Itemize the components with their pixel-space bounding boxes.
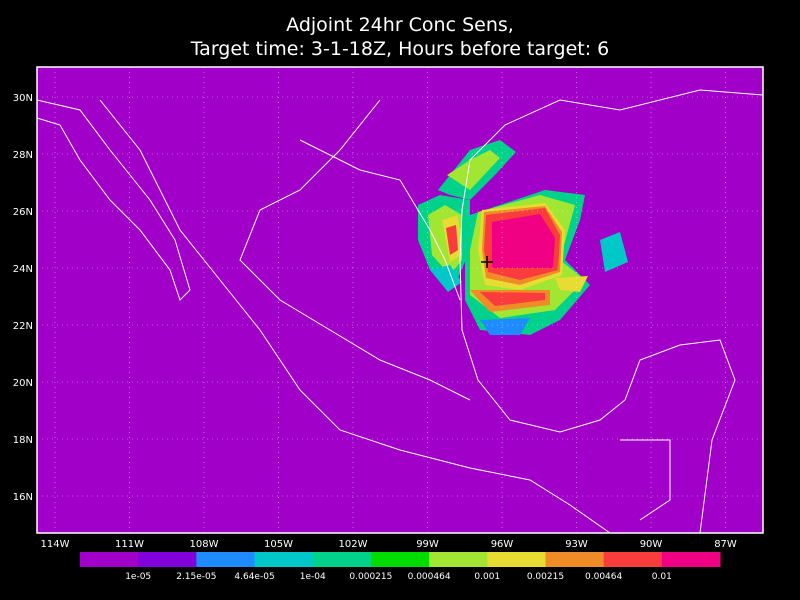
colorbar-label: 1e-05 <box>125 572 151 582</box>
colorbar-swatch <box>661 552 721 567</box>
title-line: Adjoint 24hr Conc Sens, <box>286 14 514 36</box>
title-line: Target time: 3-1-18Z, Hours before targe… <box>190 38 610 60</box>
coastlines <box>36 89 764 534</box>
graticule <box>37 67 763 533</box>
colorbar-swatch <box>138 552 197 567</box>
colorbar-swatch <box>429 552 488 567</box>
colorbar-label: 0.000215 <box>349 572 392 582</box>
colorbar-label: 0.01 <box>652 572 672 582</box>
lat-label: 26N <box>13 207 33 218</box>
lat-label: 30N <box>13 93 33 104</box>
colorbar-swatch <box>487 552 546 567</box>
lat-label: 24N <box>13 264 33 275</box>
lon-label: 102W <box>339 539 368 550</box>
lat-label: 16N <box>13 492 33 503</box>
colorbar-swatch <box>370 552 430 567</box>
colorbar-label: 4.64e-05 <box>234 572 274 582</box>
sensitivity-contours <box>418 140 628 335</box>
map-background <box>37 67 763 533</box>
lat-label: 22N <box>13 321 33 332</box>
colorbar: 1e-05 2.15e-05 4.64e-05 1e-04 0.000215 0.0004… <box>80 552 721 582</box>
colorbar-swatch <box>603 552 663 567</box>
colorbar-label: 0.00464 <box>585 572 622 582</box>
lon-label: 96W <box>491 539 514 550</box>
lon-label: 111W <box>115 539 144 550</box>
colorbar-label: 0.001 <box>474 572 500 582</box>
map-frame <box>36 66 764 534</box>
lon-label: 99W <box>416 539 439 550</box>
colorbar-swatch <box>196 552 256 567</box>
target-marker <box>481 256 493 268</box>
lon-label: 93W <box>565 539 588 550</box>
colorbar-label: 0.00215 <box>527 572 564 582</box>
lat-label: 18N <box>13 435 33 446</box>
colorbar-swatch <box>254 552 314 567</box>
colorbar-swatch <box>545 552 605 567</box>
colorbar-swatch <box>312 552 372 567</box>
colorbar-swatch <box>80 552 139 567</box>
lon-label: 105W <box>264 539 293 550</box>
lat-label: 28N <box>13 150 33 161</box>
colorbar-label: 1e-04 <box>300 572 326 582</box>
lon-label: 108W <box>190 539 219 550</box>
colorbar-label: 2.15e-05 <box>176 572 216 582</box>
colorbar-label: 0.000464 <box>408 572 451 582</box>
lat-label: 20N <box>13 378 33 389</box>
lon-label: 114W <box>41 539 70 550</box>
lon-label: 90W <box>640 539 663 550</box>
lon-label: 87W <box>714 539 737 550</box>
